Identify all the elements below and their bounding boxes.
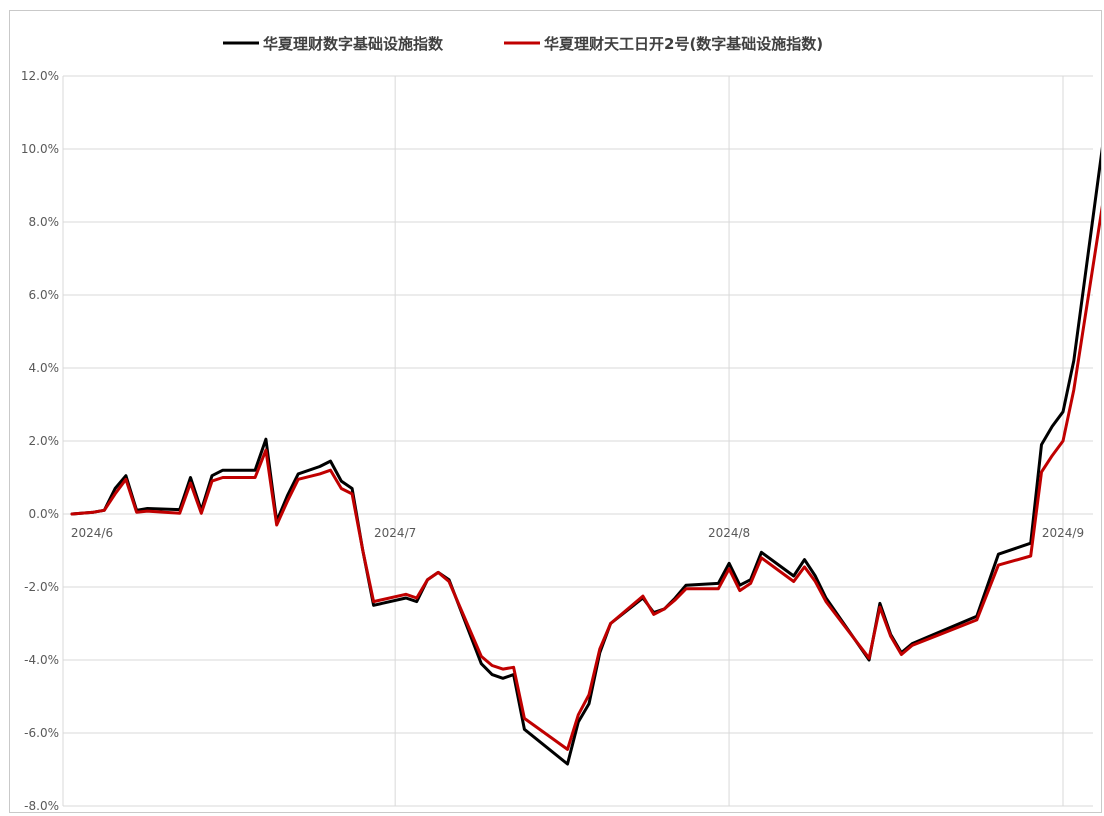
y-tick-label: -6.0% <box>24 726 59 740</box>
y-tick-label: 2.0% <box>29 434 60 448</box>
series-line-0 <box>70 146 1101 766</box>
y-tick-label: -2.0% <box>24 580 59 594</box>
line-chart: 12.0% 10.0% 8.0% 6.0% 4.0% 2.0% 0.0% -2.0% -4.0%… <box>21 35 1101 812</box>
x-tick-label: 2024/6 <box>71 526 113 540</box>
x-tick-label: 2024/8 <box>708 526 750 540</box>
y-axis-tick-labels: 12.0% 10.0% 8.0% 6.0% 4.0% 2.0% 0.0% -2.0% -4.0%… <box>21 69 59 812</box>
series-line-1 <box>70 204 1101 751</box>
y-tick-label: 0.0% <box>29 507 60 521</box>
y-tick-label: 12.0% <box>21 69 59 83</box>
gridlines <box>62 75 1093 807</box>
legend: 华夏理财数字基础设施指数 华夏理财天工日开2号(数字基础设施指数) <box>223 35 823 53</box>
y-tick-label: -4.0% <box>24 653 59 667</box>
series-lines <box>70 146 1101 766</box>
chart-frame: 12.0% 10.0% 8.0% 6.0% 4.0% 2.0% 0.0% -2.0% -4.0%… <box>9 10 1102 813</box>
y-tick-label: -8.0% <box>24 799 59 812</box>
x-tick-label: 2024/9 <box>1042 526 1084 540</box>
legend-entry-1: 华夏理财天工日开2号(数字基础设施指数) <box>544 35 823 53</box>
x-axis-tick-labels: 2024/6 2024/7 2024/8 2024/9 <box>71 526 1084 540</box>
y-tick-label: 4.0% <box>29 361 60 375</box>
y-tick-label: 8.0% <box>29 215 60 229</box>
y-tick-label: 10.0% <box>21 142 59 156</box>
x-tick-label: 2024/7 <box>374 526 416 540</box>
y-tick-label: 6.0% <box>29 288 60 302</box>
legend-entry-0: 华夏理财数字基础设施指数 <box>263 35 444 53</box>
